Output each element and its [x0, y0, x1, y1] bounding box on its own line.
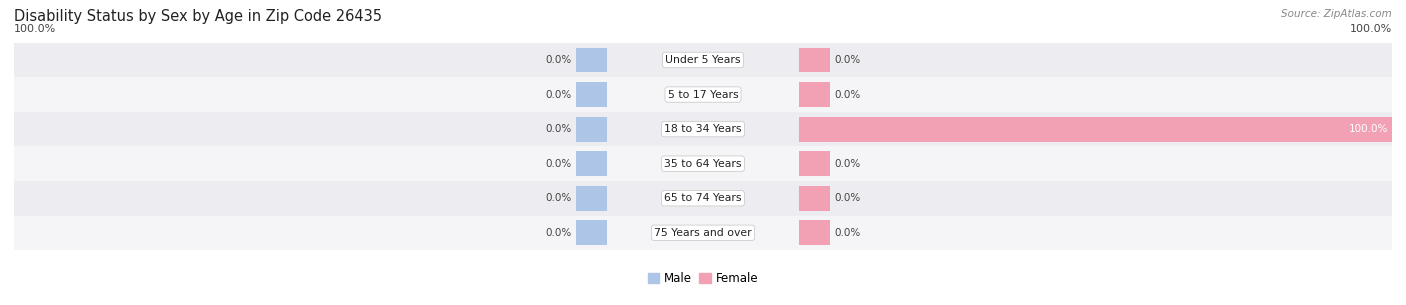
Legend: Male, Female: Male, Female — [643, 267, 763, 290]
Text: 0.0%: 0.0% — [546, 193, 572, 203]
Text: 0.0%: 0.0% — [546, 228, 572, 238]
Text: Source: ZipAtlas.com: Source: ZipAtlas.com — [1281, 9, 1392, 19]
Text: 0.0%: 0.0% — [834, 90, 860, 99]
Bar — [575, 186, 606, 211]
Text: 0.0%: 0.0% — [546, 159, 572, 169]
Bar — [14, 146, 1392, 181]
Bar — [14, 181, 1392, 216]
Text: 0.0%: 0.0% — [834, 159, 860, 169]
Bar — [800, 221, 831, 245]
Text: Under 5 Years: Under 5 Years — [665, 55, 741, 65]
Text: 0.0%: 0.0% — [546, 124, 572, 134]
Text: 0.0%: 0.0% — [546, 90, 572, 99]
Text: 0.0%: 0.0% — [546, 55, 572, 65]
Text: Disability Status by Sex by Age in Zip Code 26435: Disability Status by Sex by Age in Zip C… — [14, 9, 382, 24]
Text: 18 to 34 Years: 18 to 34 Years — [664, 124, 742, 134]
Text: 65 to 74 Years: 65 to 74 Years — [664, 193, 742, 203]
Bar — [14, 112, 1392, 146]
Bar — [14, 216, 1392, 250]
Bar — [575, 82, 606, 107]
Text: 35 to 64 Years: 35 to 64 Years — [664, 159, 742, 169]
Text: 0.0%: 0.0% — [834, 228, 860, 238]
Bar — [800, 186, 831, 211]
Bar — [800, 151, 831, 176]
Bar — [575, 151, 606, 176]
Text: 0.0%: 0.0% — [834, 193, 860, 203]
Text: 75 Years and over: 75 Years and over — [654, 228, 752, 238]
Text: 100.0%: 100.0% — [1350, 124, 1389, 134]
Text: 5 to 17 Years: 5 to 17 Years — [668, 90, 738, 99]
Bar — [575, 48, 606, 72]
Bar — [800, 82, 831, 107]
Bar — [800, 117, 1406, 142]
Text: 100.0%: 100.0% — [1350, 24, 1392, 34]
Bar — [575, 221, 606, 245]
Bar — [14, 77, 1392, 112]
Bar — [14, 43, 1392, 77]
Bar — [800, 48, 831, 72]
Text: 0.0%: 0.0% — [834, 55, 860, 65]
Bar — [575, 117, 606, 142]
Text: 100.0%: 100.0% — [14, 24, 56, 34]
